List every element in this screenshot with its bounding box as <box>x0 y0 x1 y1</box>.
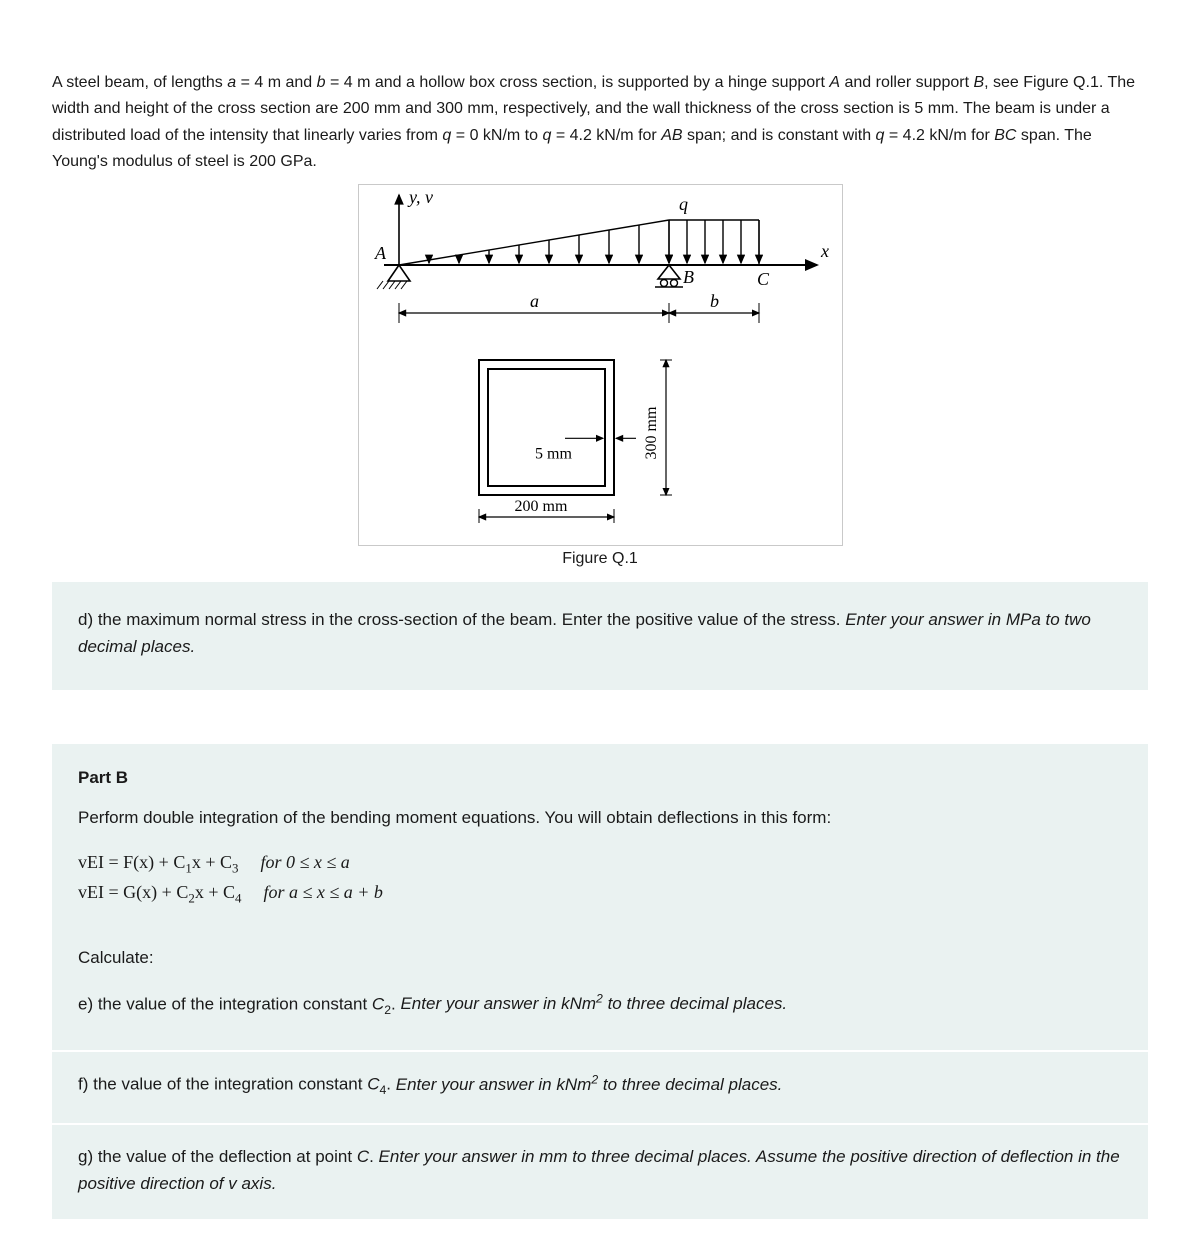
svg-text:a: a <box>530 291 539 311</box>
svg-text:C: C <box>757 269 770 289</box>
svg-text:y, v: y, v <box>407 187 433 207</box>
equation-1: vEI = F(x) + C1x + C3for 0 ≤ x ≤ a <box>78 849 1122 879</box>
question-card-d: d) the maximum normal stress in the cros… <box>52 582 1148 690</box>
svg-text:x: x <box>820 241 829 261</box>
figure-box: y, v x q A B Ca b 200 mm 5 mm 300 mm <box>358 184 843 546</box>
svg-text:5 mm: 5 mm <box>535 445 572 462</box>
equation-2: vEI = G(x) + C2x + C4for a ≤ x ≤ a + b <box>78 879 1122 909</box>
question-e: e) the value of the integration constant… <box>78 990 1122 1021</box>
problem-statement: A steel beam, of lengths a = 4 m and b =… <box>52 70 1148 176</box>
part-b-lead: Perform double integration of the bendin… <box>78 804 1122 831</box>
figure-svg: y, v x q A B Ca b 200 mm 5 mm 300 mm <box>359 185 844 545</box>
svg-text:b: b <box>710 291 719 311</box>
question-d: d) the maximum normal stress in the cros… <box>78 606 1122 660</box>
figure-wrapper: y, v x q A B Ca b 200 mm 5 mm 300 mm <box>52 184 1148 546</box>
svg-text:200 mm: 200 mm <box>514 498 567 515</box>
figure-caption: Figure Q.1 <box>52 550 1148 568</box>
svg-text:q: q <box>679 194 688 214</box>
part-b-title: Part B <box>78 768 1122 788</box>
svg-text:A: A <box>374 243 387 263</box>
calculate-label: Calculate: <box>78 944 1122 971</box>
page: A steel beam, of lengths a = 4 m and b =… <box>0 0 1200 1249</box>
svg-text:300 mm: 300 mm <box>643 406 660 459</box>
question-g: g) the value of the deflection at point … <box>52 1123 1148 1219</box>
question-f: f) the value of the integration constant… <box>52 1050 1148 1123</box>
svg-text:B: B <box>683 267 694 287</box>
part-b-card: Part B Perform double integration of the… <box>52 744 1148 1050</box>
